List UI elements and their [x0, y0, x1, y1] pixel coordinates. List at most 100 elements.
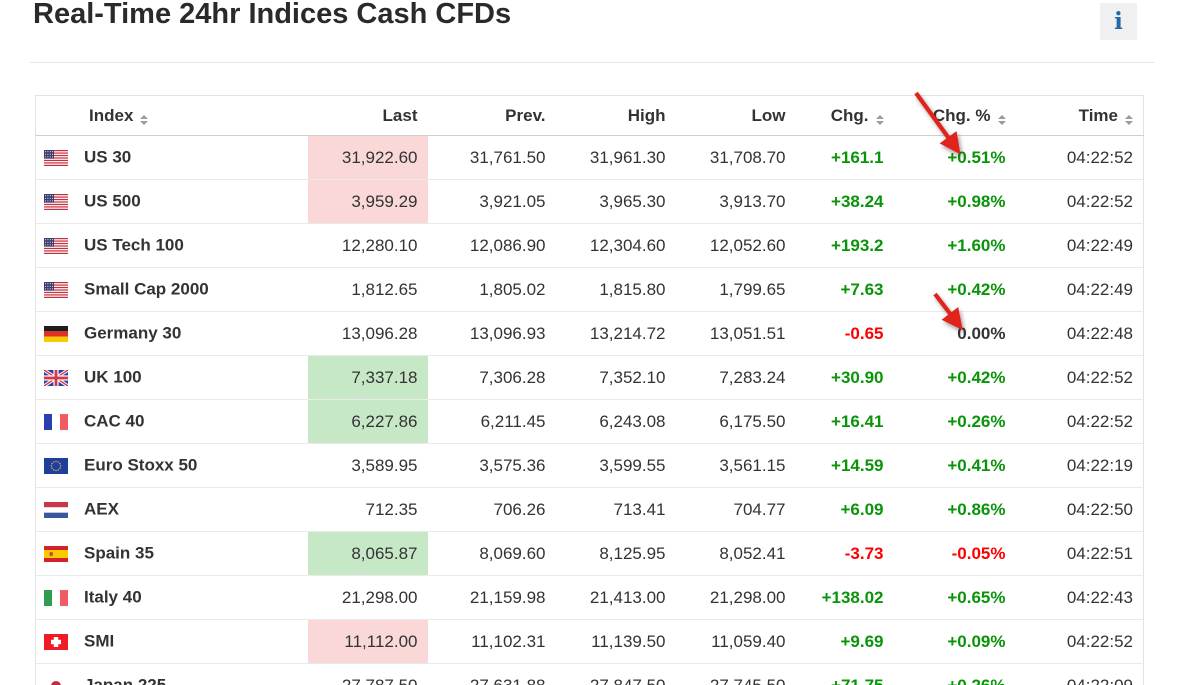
last-cell: 21,298.00 — [307, 575, 428, 620]
column-header-chg[interactable]: Chg. % — [893, 95, 1016, 136]
flag-us-icon — [44, 149, 68, 166]
table-row[interactable]: AEX 712.35 706.26 713.41 704.77 +6.09 +0.86% 04… — [35, 487, 1144, 532]
chg-cell: +138.02 — [795, 575, 894, 620]
index-name[interactable]: UK 100 — [84, 367, 142, 387]
prev-cell: 31,761.50 — [469, 147, 546, 167]
last-cell: 27,787.50 — [307, 663, 428, 685]
table-row[interactable]: CAC 40 6,227.86 6,211.45 6,243.08 6,175.50 +1… — [35, 399, 1144, 444]
low-cell: 31,708.70 — [709, 147, 786, 167]
time-cell: 04:22:49 — [1015, 223, 1144, 268]
index-cell: Japan 225 — [35, 663, 308, 685]
chg-cell: -0.65 — [795, 311, 894, 356]
last-cell: 12,280.10 — [307, 223, 428, 268]
chg-pct-cell: +0.41% — [893, 443, 1016, 488]
last-cell: 3,959.29 — [307, 179, 428, 224]
index-cell: Euro Stoxx 50 — [35, 443, 308, 488]
index-cell: SMI — [35, 619, 308, 664]
time-cell: 04:22:52 — [1015, 619, 1144, 664]
table-row[interactable]: UK 100 7,337.18 7,306.28 7,352.10 7,283.24 +3… — [35, 355, 1144, 400]
prev-cell: 8,069.60 — [427, 531, 556, 576]
column-header-label: Time — [1078, 105, 1118, 125]
index-cell: US 500 — [35, 179, 308, 224]
index-name[interactable]: SMI — [84, 631, 115, 651]
table-row[interactable]: Euro Stoxx 50 3,589.95 3,575.36 3,599.55 3,5… — [35, 443, 1144, 488]
chg-cell: +38.24 — [795, 179, 894, 224]
sort-icon[interactable] — [997, 114, 1006, 125]
chg-pct-cell: -0.05% — [893, 531, 1016, 576]
page-title: Real-Time 24hr Indices Cash CFDs — [33, 0, 512, 30]
low-cell: 12,052.60 — [675, 223, 796, 268]
low-cell: 13,051.51 — [675, 311, 796, 356]
high-cell: 713.41 — [555, 487, 676, 532]
sort-icon[interactable] — [1125, 114, 1133, 125]
table-row[interactable]: US 30 31,922.60 31,761.50 31,961.30 31,708.7… — [36, 135, 1144, 180]
table-row[interactable]: Germany 30 13,096.28 13,096.93 13,214.72 13,… — [35, 311, 1144, 356]
column-header-label: Low — [751, 105, 786, 125]
info-button[interactable]: i — [1100, 3, 1137, 40]
index-cell: CAC 40 — [35, 399, 308, 444]
column-header-label: Prev. — [505, 105, 546, 125]
table-row[interactable]: Italy 40 21,298.00 21,159.98 21,413.00 21,29… — [35, 575, 1144, 620]
sort-icon[interactable] — [875, 114, 884, 125]
sort-icon[interactable] — [140, 114, 149, 125]
index-cell: US Tech 100 — [35, 223, 308, 268]
low-cell: 11,059.40 — [675, 619, 796, 664]
flag-jp-icon — [44, 677, 68, 685]
prev-cell: 6,211.45 — [427, 399, 556, 444]
high-cell: 13,214.72 — [555, 311, 676, 356]
prev-cell: 13,096.93 — [427, 311, 556, 356]
flag-gb-icon — [44, 369, 68, 386]
index-name[interactable]: Japan 225 — [84, 676, 166, 685]
index-cell: Germany 30 — [35, 311, 308, 356]
prev-cell: 27,631.88 — [427, 663, 556, 685]
last-cell: 3,589.95 — [307, 443, 428, 488]
table-row[interactable]: SMI 11,112.00 11,102.31 11,139.50 11,059.40 +… — [35, 619, 1144, 664]
table-row[interactable]: Small Cap 2000 1,812.65 1,805.02 1,815.80 1,… — [35, 267, 1144, 312]
index-name[interactable]: CAC 40 — [84, 411, 145, 431]
time-cell: 04:22:09 — [1015, 663, 1144, 685]
table-row[interactable]: Japan 225 27,787.5027,631.8827,847.5027,7… — [35, 663, 1144, 685]
index-cell: UK 100 — [35, 355, 308, 400]
chg-pct-cell: +0.86% — [893, 487, 1016, 532]
flag-nl-icon — [44, 501, 68, 518]
index-name[interactable]: Spain 35 — [84, 543, 154, 563]
column-header-chg[interactable]: Chg. — [795, 95, 894, 136]
chg-pct-cell: +0.65% — [893, 575, 1016, 620]
index-name[interactable]: Euro Stoxx 50 — [84, 455, 198, 475]
time-cell: 04:22:19 — [1015, 443, 1144, 488]
index-name[interactable]: Germany 30 — [84, 323, 182, 343]
table-row[interactable]: Spain 35 8,065.87 8,069.60 8,125.95 8,052.41… — [35, 531, 1144, 576]
flag-us-icon — [44, 237, 68, 254]
flag-us-icon — [44, 193, 68, 210]
high-cell: 11,139.50 — [555, 619, 676, 664]
column-header-index[interactable]: Index — [35, 95, 308, 136]
last-cell: 13,096.28 — [307, 311, 428, 356]
table-row[interactable]: US Tech 100 12,280.10 12,086.90 12,304.60 12… — [35, 223, 1144, 268]
high-cell: 8,125.95 — [555, 531, 676, 576]
column-header-time[interactable]: Time — [1015, 95, 1144, 136]
index-name[interactable]: AEX — [84, 499, 119, 519]
index-name[interactable]: Italy 40 — [84, 587, 142, 607]
index-name[interactable]: US 30 — [84, 147, 132, 167]
column-header-prev: Prev. — [427, 95, 556, 136]
flag-fr-icon — [44, 413, 68, 430]
table-header-row: Index Last Prev. High Low Chg. Chg. % Time — [35, 95, 1144, 136]
prev-cell: 11,102.31 — [427, 619, 556, 664]
chg-cell: +161.1 — [831, 147, 884, 167]
chg-cell: +6.09 — [795, 487, 894, 532]
prev-cell: 3,575.36 — [427, 443, 556, 488]
high-cell: 31,961.30 — [589, 147, 666, 167]
column-header-label: Chg. % — [932, 105, 991, 125]
last-cell: 8,065.87 — [307, 531, 428, 576]
flag-us-icon — [44, 281, 68, 298]
title-divider — [30, 62, 1155, 63]
index-cell: AEX — [35, 487, 308, 532]
table-row[interactable]: US 500 3,959.29 3,921.05 3,965.30 3,913.70 +3… — [35, 179, 1144, 224]
chg-pct-cell: +0.26% — [893, 399, 1016, 444]
column-header-last: Last — [307, 95, 428, 136]
index-name[interactable]: US Tech 100 — [84, 235, 184, 255]
time-cell: 04:22:52 — [1015, 179, 1144, 224]
index-name[interactable]: Small Cap 2000 — [84, 279, 209, 299]
last-cell: 11,112.00 — [307, 619, 428, 664]
index-name[interactable]: US 500 — [84, 191, 141, 211]
